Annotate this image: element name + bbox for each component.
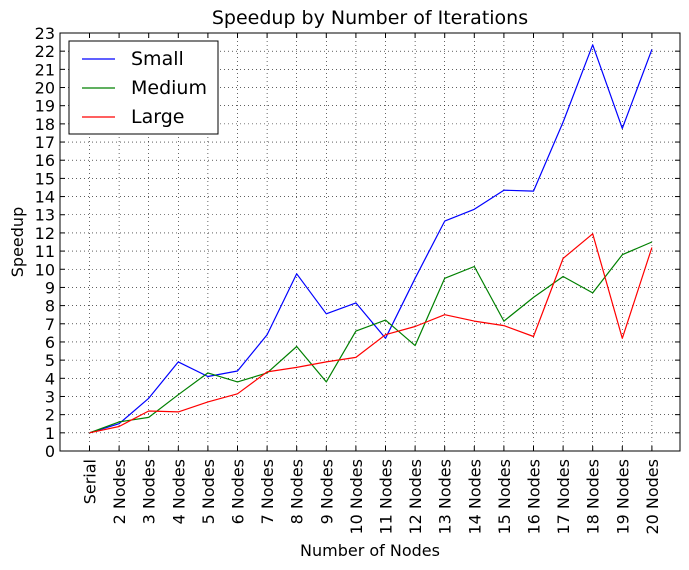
x-tick-label: 12 Nodes bbox=[406, 459, 425, 535]
x-tick-label: 2 Nodes bbox=[110, 459, 129, 524]
x-tick-label: 11 Nodes bbox=[377, 459, 396, 535]
y-tick-label: 3 bbox=[45, 387, 55, 406]
legend: Small Medium Large bbox=[68, 40, 219, 135]
x-tick-label: 17 Nodes bbox=[554, 459, 573, 535]
y-tick-label: 1 bbox=[45, 424, 55, 443]
y-tick-label: 6 bbox=[45, 333, 55, 352]
series-line-small bbox=[89, 44, 653, 434]
x-tick-label: 19 Nodes bbox=[613, 459, 632, 535]
x-tick-label: 3 Nodes bbox=[140, 459, 159, 524]
series-lines bbox=[89, 44, 653, 434]
legend-label-large: Large bbox=[131, 106, 184, 128]
series-line-large bbox=[89, 233, 653, 434]
y-tick-label: 15 bbox=[35, 169, 55, 188]
y-tick-label: 21 bbox=[35, 60, 55, 79]
x-axis-ticks: Serial 2 Nodes 3 Nodes 4 Nodes 5 Nodes 6 Node… bbox=[81, 33, 662, 535]
y-tick-label: 4 bbox=[45, 369, 55, 388]
x-tick-label: 10 Nodes bbox=[347, 459, 366, 535]
x-tick-label: 20 Nodes bbox=[643, 459, 662, 535]
x-tick-label: Serial bbox=[81, 459, 100, 504]
series-line-medium bbox=[89, 241, 653, 434]
x-tick-label: 5 Nodes bbox=[199, 459, 218, 524]
x-tick-label: 13 Nodes bbox=[436, 459, 455, 535]
y-tick-label: 5 bbox=[45, 351, 55, 370]
y-tick-label: 22 bbox=[35, 42, 55, 61]
x-tick-label: 8 Nodes bbox=[288, 459, 307, 524]
chart-title: Speedup by Number of Iterations bbox=[212, 7, 528, 29]
y-tick-label: 11 bbox=[35, 242, 55, 261]
y-tick-label: 16 bbox=[35, 151, 55, 170]
y-tick-label: 17 bbox=[35, 133, 55, 152]
y-tick-label: 14 bbox=[35, 188, 55, 207]
y-tick-label: 18 bbox=[35, 115, 55, 134]
x-tick-label: 7 Nodes bbox=[258, 459, 277, 524]
y-tick-label: 19 bbox=[35, 97, 55, 116]
y-tick-label: 2 bbox=[45, 406, 55, 425]
y-tick-label: 13 bbox=[35, 206, 55, 225]
x-tick-label: 6 Nodes bbox=[229, 459, 248, 524]
plot-frame bbox=[59, 32, 681, 452]
x-tick-label: 9 Nodes bbox=[317, 459, 336, 524]
y-tick-label: 7 bbox=[45, 315, 55, 334]
y-axis-label: Speedup bbox=[8, 207, 27, 277]
y-tick-label: 23 bbox=[35, 24, 55, 43]
y-tick-label: 10 bbox=[35, 260, 55, 279]
x-tick-label: 14 Nodes bbox=[465, 459, 484, 535]
y-tick-label: 8 bbox=[45, 297, 55, 316]
x-tick-label: 15 Nodes bbox=[495, 459, 514, 535]
x-axis-label: Number of Nodes bbox=[300, 541, 440, 560]
legend-label-small: Small bbox=[131, 48, 184, 70]
x-tick-label: 4 Nodes bbox=[169, 459, 188, 524]
y-tick-label: 20 bbox=[35, 79, 55, 98]
y-tick-label: 0 bbox=[45, 442, 55, 461]
x-tick-label: 16 Nodes bbox=[525, 459, 544, 535]
y-tick-label: 12 bbox=[35, 224, 55, 243]
x-tick-label: 18 Nodes bbox=[584, 459, 603, 535]
legend-label-medium: Medium bbox=[131, 77, 207, 99]
y-tick-label: 9 bbox=[45, 278, 55, 297]
